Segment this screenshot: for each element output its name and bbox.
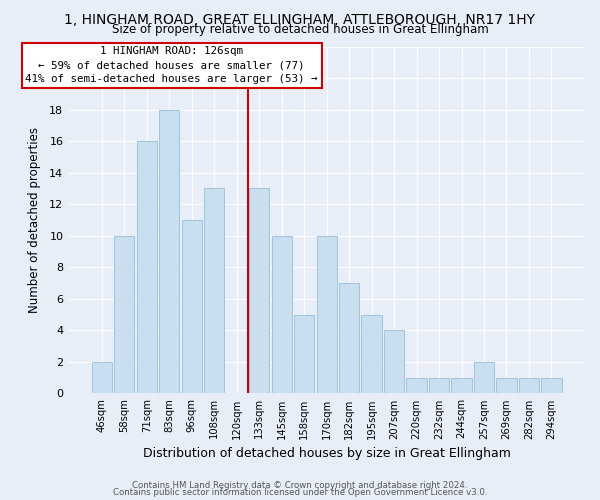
X-axis label: Distribution of detached houses by size in Great Ellingham: Distribution of detached houses by size … [143,447,511,460]
Bar [272,236,292,394]
Bar [384,330,404,394]
Bar [541,378,562,394]
Bar [429,378,449,394]
Text: Contains HM Land Registry data © Crown copyright and database right 2024.: Contains HM Land Registry data © Crown c… [132,480,468,490]
Bar [204,188,224,394]
Bar [249,188,269,394]
Bar [339,283,359,394]
Bar [159,110,179,394]
Bar [406,378,427,394]
Bar [519,378,539,394]
Bar [451,378,472,394]
Bar [182,220,202,394]
Text: Size of property relative to detached houses in Great Ellingham: Size of property relative to detached ho… [112,22,488,36]
Bar [496,378,517,394]
Bar [92,362,112,394]
Text: 1, HINGHAM ROAD, GREAT ELLINGHAM, ATTLEBOROUGH, NR17 1HY: 1, HINGHAM ROAD, GREAT ELLINGHAM, ATTLEB… [65,12,536,26]
Bar [361,314,382,394]
Bar [294,314,314,394]
Bar [137,141,157,394]
Text: Contains public sector information licensed under the Open Government Licence v3: Contains public sector information licen… [113,488,487,497]
Bar [474,362,494,394]
Text: 1 HINGHAM ROAD: 126sqm
← 59% of detached houses are smaller (77)
41% of semi-det: 1 HINGHAM ROAD: 126sqm ← 59% of detached… [25,46,318,84]
Bar [114,236,134,394]
Y-axis label: Number of detached properties: Number of detached properties [28,127,41,313]
Bar [317,236,337,394]
